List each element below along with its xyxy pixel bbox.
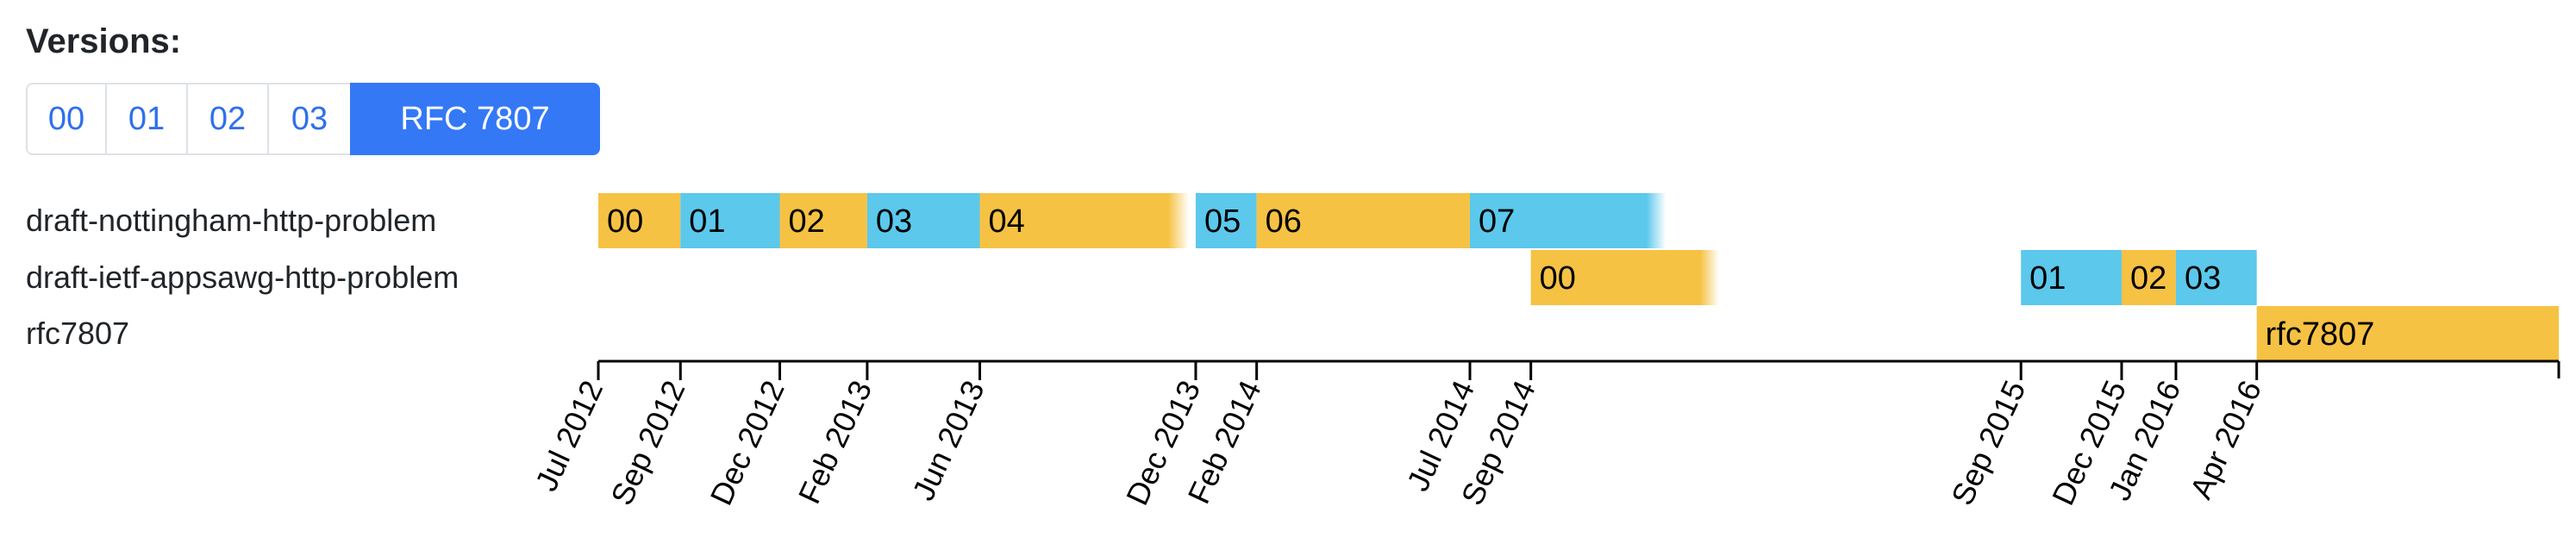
- version-button-group: 00 01 02 03 RFC 7807: [26, 83, 600, 155]
- axis-tick-label: Jun 2013: [905, 375, 991, 506]
- segment-label: 04: [989, 203, 1025, 240]
- segment-label: 03: [2185, 260, 2221, 297]
- versions-heading: Versions:: [26, 22, 182, 60]
- segment-label: 01: [2029, 260, 2066, 297]
- timeline-segment[interactable]: [1530, 250, 1719, 305]
- axis-tick-label: Feb 2013: [791, 375, 878, 509]
- timeline-segment[interactable]: [979, 193, 1190, 248]
- segment-label: 05: [1204, 203, 1241, 240]
- version-02-button[interactable]: 02: [186, 83, 269, 155]
- timeline-segment[interactable]: [2121, 250, 2176, 305]
- axis-tick-label: Sep 2015: [1944, 375, 2032, 510]
- timeline-segment[interactable]: [779, 193, 867, 248]
- version-rfc7807-button[interactable]: RFC 7807: [350, 83, 600, 155]
- segment-label: 07: [1479, 203, 1515, 240]
- timeline-segment[interactable]: [2175, 250, 2257, 305]
- axis-tick-label: Apr 2016: [2183, 375, 2268, 504]
- segment-label: 00: [607, 203, 643, 240]
- axis-tick-label: Dec 2012: [703, 375, 791, 510]
- segment-label: 00: [1540, 260, 1576, 297]
- timeline-segment[interactable]: [2256, 306, 2559, 361]
- timeline-segment[interactable]: [2021, 250, 2122, 305]
- segment-label: 06: [1266, 203, 1302, 240]
- segment-label: rfc7807: [2266, 316, 2375, 353]
- timeline-segment[interactable]: [680, 193, 780, 248]
- segment-label: 02: [788, 203, 824, 240]
- segment-label: 01: [689, 203, 725, 240]
- timeline-segment[interactable]: [1256, 193, 1471, 248]
- timeline-segment[interactable]: [866, 193, 980, 248]
- row-label: draft-ietf-appsawg-http-problem: [26, 259, 459, 295]
- axis-tick-label: Sep 2012: [603, 375, 691, 510]
- version-03-button[interactable]: 03: [267, 83, 352, 155]
- timeline-segment[interactable]: [1195, 193, 1257, 248]
- segment-label: 02: [2130, 260, 2166, 297]
- row-label: rfc7807: [26, 316, 129, 351]
- row-label: draft-nottingham-http-problem: [26, 203, 436, 238]
- timeline-segment[interactable]: [598, 193, 681, 248]
- timeline-segment[interactable]: [1470, 193, 1666, 248]
- segment-label: 03: [876, 203, 912, 240]
- version-00-button[interactable]: 00: [26, 83, 107, 155]
- axis-tick-label: Jul 2012: [528, 375, 610, 497]
